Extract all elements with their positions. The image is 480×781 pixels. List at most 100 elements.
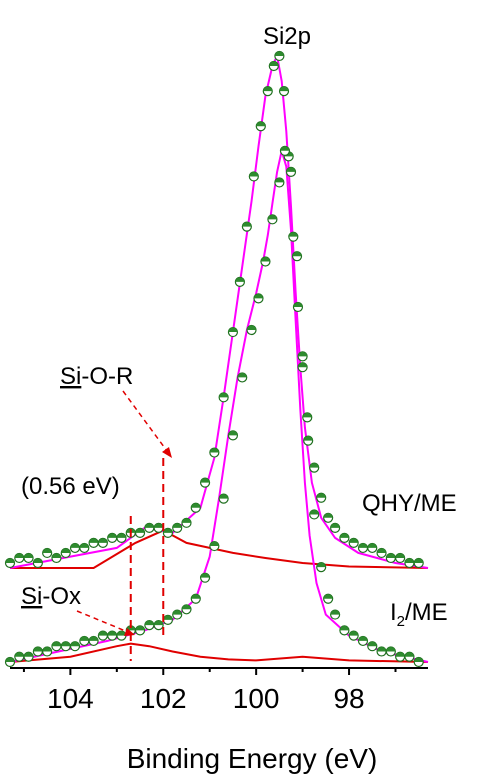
annotation-si-ox: Si-Ox	[21, 583, 81, 610]
x-tick-label: 100	[233, 683, 280, 714]
top-series-point	[385, 552, 396, 564]
bottom-series-point	[60, 641, 71, 652]
top-series-point	[199, 477, 211, 488]
top-series-point	[60, 547, 71, 559]
bottom-series-point	[134, 625, 146, 636]
bottom-series-point	[32, 646, 43, 657]
annotation-shift: (0.56 eV)	[21, 473, 120, 500]
top-series-point	[218, 392, 229, 403]
top-series-point	[330, 522, 341, 533]
bottom-series-point	[309, 509, 320, 520]
bottom-series-point	[376, 646, 387, 657]
arrow-si-o-r	[122, 390, 172, 458]
bottom-series-point	[303, 435, 314, 446]
top-series-point	[255, 121, 266, 132]
top-series-point	[376, 547, 387, 559]
top-series-point	[357, 542, 369, 554]
top-series-point	[79, 542, 90, 554]
bottom-series-point	[227, 430, 239, 441]
bottom-series-point	[291, 251, 303, 262]
bottom-series-point	[260, 256, 271, 267]
bottom-series-point	[404, 651, 415, 662]
bottom-series-point	[172, 609, 183, 620]
bottom-series-point	[274, 177, 285, 188]
bottom-series-point	[253, 293, 264, 304]
bottom-series-point	[297, 351, 308, 362]
top-series-point	[413, 557, 424, 569]
bottom-series-point	[162, 614, 174, 625]
bottom-series-point	[144, 620, 155, 631]
bottom-series-point	[42, 646, 53, 657]
bottom-series-point	[79, 635, 90, 647]
bottom-series-point	[395, 651, 406, 662]
top-series-point	[395, 552, 406, 564]
top-series-point	[51, 552, 62, 564]
series-label-qhy: QHY/ME	[362, 490, 457, 517]
top-series-point	[241, 221, 252, 232]
top-series-point	[227, 326, 239, 338]
top-series-point	[125, 527, 136, 538]
top-series-point	[172, 522, 183, 533]
bottom-series-point	[190, 593, 201, 604]
bottom-series-point	[323, 593, 334, 604]
bottom-series-point	[4, 656, 16, 668]
top-series-point	[144, 522, 155, 533]
x-axis-title: Binding Energy (eV)	[127, 743, 378, 774]
top-series-point	[134, 527, 146, 538]
top-series-point	[234, 276, 245, 287]
top-series-point	[302, 412, 313, 423]
top-series-point	[323, 512, 334, 523]
top-series-point	[262, 85, 273, 97]
arrow-si-ox	[76, 610, 135, 636]
bottom-series-point	[218, 493, 229, 504]
bottom-series-point	[316, 562, 327, 573]
curves-layer	[9, 52, 429, 663]
curve-bottom-component	[9, 642, 429, 663]
bottom-series-point	[413, 656, 424, 668]
top-series-point	[190, 502, 201, 513]
x-tick-label: 98	[333, 683, 364, 714]
bottom-series-point	[97, 630, 108, 641]
bottom-series-point	[107, 630, 118, 641]
top-series-point	[23, 552, 34, 564]
top-series-point	[32, 557, 43, 569]
top-series-point	[69, 542, 81, 554]
dots-layer	[4, 50, 424, 668]
bottom-series-point	[339, 625, 350, 636]
bottom-series-point	[267, 214, 278, 225]
bottom-series-point	[88, 635, 99, 647]
top-series-point	[162, 527, 174, 538]
bottom-series-point	[69, 641, 81, 652]
marker-lines	[129, 458, 165, 661]
bottom-series-point	[51, 641, 62, 652]
x-tick-label: 104	[47, 683, 94, 714]
top-series-point	[248, 171, 259, 182]
top-series-point	[4, 557, 16, 569]
top-series-point	[348, 537, 359, 549]
bottom-series-point	[330, 609, 341, 620]
bottom-series-point	[181, 604, 192, 615]
x-tick-label: 102	[140, 683, 187, 714]
top-series-point	[278, 85, 290, 97]
bottom-series-point	[209, 540, 220, 552]
top-series-point	[367, 542, 378, 554]
top-series-point	[181, 517, 192, 528]
top-series-point	[292, 301, 304, 313]
top-series-point	[116, 532, 127, 543]
bottom-series-point	[285, 166, 297, 177]
top-series-point	[288, 231, 299, 242]
top-series-point	[14, 552, 25, 564]
top-series-point	[153, 522, 164, 533]
top-series-point	[268, 60, 279, 72]
top-series-point	[107, 532, 118, 543]
annotation-si-o-r: Si-O-R	[60, 363, 133, 390]
bottom-series-point	[237, 372, 248, 383]
top-series-point	[97, 537, 108, 549]
series-label-i2: I2/ME	[390, 599, 448, 630]
bottom-series-point	[153, 620, 164, 631]
top-series-point	[309, 462, 320, 473]
top-series-point	[42, 547, 53, 559]
bottom-series-point	[385, 646, 396, 657]
x-axis: 104 102 100 98	[10, 667, 428, 714]
